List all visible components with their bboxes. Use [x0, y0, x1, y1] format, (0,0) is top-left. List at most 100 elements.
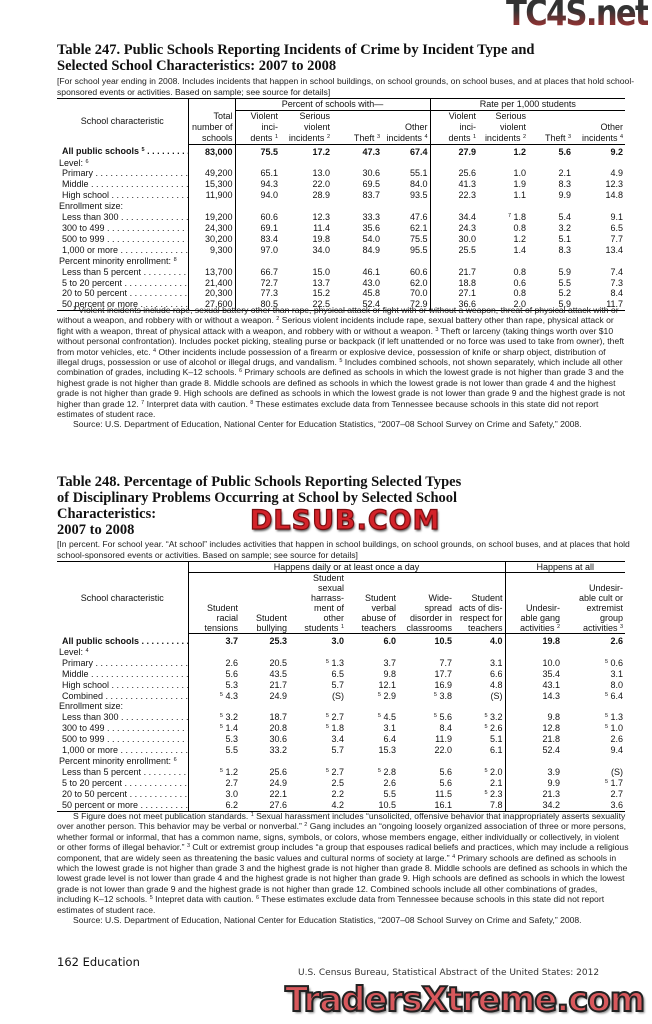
data-cell: 8.4	[610, 288, 624, 299]
data-cell: 2.6	[187, 657, 240, 669]
data-cell	[429, 157, 479, 169]
row-label-text: 500 to 999	[62, 233, 105, 244]
data-cell: 41.3	[429, 179, 479, 191]
data-cell	[187, 755, 240, 767]
data-cell: 7.3	[610, 277, 624, 288]
footnote-text: These estimates exclude data from Tennes…	[57, 398, 599, 420]
footnote-marker: 1	[73, 306, 77, 312]
data-cell: 30,200	[187, 233, 235, 245]
page-number-section: 162 Education	[57, 955, 140, 969]
data-cell	[332, 158, 382, 169]
data-cell: 22.1	[269, 788, 287, 799]
data-cell	[429, 255, 479, 267]
row-label: 50 percent or more	[57, 799, 188, 812]
data-cell: 15,300	[187, 179, 235, 191]
data-cell	[478, 158, 528, 169]
footnote-marker: 4	[85, 647, 89, 654]
data-cell: 33.2	[269, 745, 287, 756]
header-line: Serious	[495, 110, 527, 121]
footnote-marker: 1	[340, 624, 344, 630]
data-cell: 5 3.2	[484, 712, 503, 723]
footnote-text: Primary schools are defined as schools i…	[57, 852, 628, 905]
footnote-marker: 5	[219, 767, 223, 774]
data-cell: 43.0	[362, 277, 380, 288]
data-cell: 3.4	[331, 734, 344, 745]
footnote-marker: 2	[304, 822, 308, 829]
section-row: Level: 4	[57, 646, 625, 658]
table-row: 500 to 999 5.3 30.6 3.4 6.4 11.9 5.121.8 2.6	[57, 734, 625, 746]
data-cell: 5.6	[439, 777, 452, 788]
data-cell: 20.5	[269, 657, 287, 668]
data-cell: 54.0	[362, 233, 380, 244]
row-label: Less than 5 percent	[57, 767, 188, 778]
data-cell: 83.4	[234, 233, 280, 245]
header-group-row: School characteristic Happens daily or at…	[57, 561, 626, 634]
table-row: All public schools 3.7 25.3 3.0 6.0 10.5 4.019…	[57, 633, 625, 647]
row-label-text: Level:	[59, 646, 84, 657]
footnote-marker: 5	[141, 147, 145, 154]
row-label-text: Primary	[62, 657, 93, 668]
header-line: dents	[448, 132, 471, 143]
data-cell	[454, 647, 505, 658]
column-group-header: Percent of schools with—	[234, 98, 431, 111]
footnote-marker: 5	[325, 767, 329, 774]
data-cell: 3.2	[558, 222, 572, 233]
column-group-header: Rate per 1,000 students	[429, 98, 626, 111]
table-247: School characteristic Percent of schools …	[57, 98, 626, 312]
data-cell: 5.9	[528, 299, 574, 312]
table-248-title: Table 248. Percentage of Public Schools …	[57, 474, 461, 538]
header-line: schools	[201, 132, 233, 143]
header-line: harrass-	[310, 593, 344, 603]
footnote-marker: 4	[620, 133, 624, 140]
data-cell: 95.5	[410, 244, 428, 255]
data-cell: 72.7	[234, 277, 280, 289]
data-cell: 7.8	[454, 799, 506, 812]
column-header: Student sexual harrass-ment of other student…	[289, 572, 346, 634]
footnote-marker: 5	[325, 713, 329, 720]
header-line: activities	[582, 623, 618, 633]
table-row: 20 to 50 percent 3.0 22.1 2.2 5.5 11.5 5 2.321…	[57, 788, 625, 800]
data-cell: 3.1	[383, 723, 396, 734]
data-cell: 25.5	[429, 244, 479, 256]
data-cell: 45.8	[362, 288, 380, 299]
data-cell: 5.2	[558, 288, 572, 299]
data-cell: 2.6	[383, 777, 396, 788]
column-group-header	[187, 98, 235, 111]
data-cell	[289, 701, 346, 712]
data-cell	[187, 255, 235, 267]
data-cell: 5 2.9	[377, 690, 396, 701]
row-label: 5 to 20 percent	[57, 278, 188, 289]
data-cell: 69.1	[234, 222, 280, 234]
footnote-marker: 5	[604, 713, 609, 720]
header-line: violent	[303, 121, 330, 132]
header-line: sexual	[317, 583, 344, 593]
data-cell: 9,300	[187, 244, 235, 256]
row-label: 500 to 999	[57, 234, 188, 245]
row-label: Percent minority enrollment: 6	[57, 756, 188, 767]
data-cell: 80.5	[234, 299, 280, 312]
data-cell: 13,700	[187, 266, 235, 278]
row-label-text: Less than 5 percent	[62, 266, 142, 277]
title-line: 2007 to 2008	[57, 522, 135, 538]
data-cell: 5 4.5	[377, 712, 396, 723]
data-cell: 30.6	[362, 168, 380, 179]
data-cell: 11.4	[313, 222, 330, 233]
footnote-text: Violent incidents include rape, sexual b…	[57, 305, 619, 326]
data-cell	[280, 256, 332, 267]
data-cell: 2.0	[478, 299, 529, 312]
data-cell	[562, 756, 625, 767]
data-cell: 14.8	[605, 190, 624, 201]
header-line: Student	[471, 593, 503, 603]
data-cell: 3.1	[490, 657, 503, 668]
data-cell: 9.8	[504, 712, 563, 724]
data-cell: 18.8	[429, 277, 479, 289]
footnote-marker: 5	[604, 691, 609, 698]
footnote-marker: 5	[433, 713, 437, 720]
data-cell: 24.9	[269, 777, 287, 788]
data-cell: 5 2.7	[325, 766, 344, 777]
data-cell: 27.1	[429, 288, 479, 300]
data-cell: 5.3	[187, 679, 240, 691]
data-cell	[429, 201, 479, 213]
footnote-marker: 2	[326, 133, 330, 140]
